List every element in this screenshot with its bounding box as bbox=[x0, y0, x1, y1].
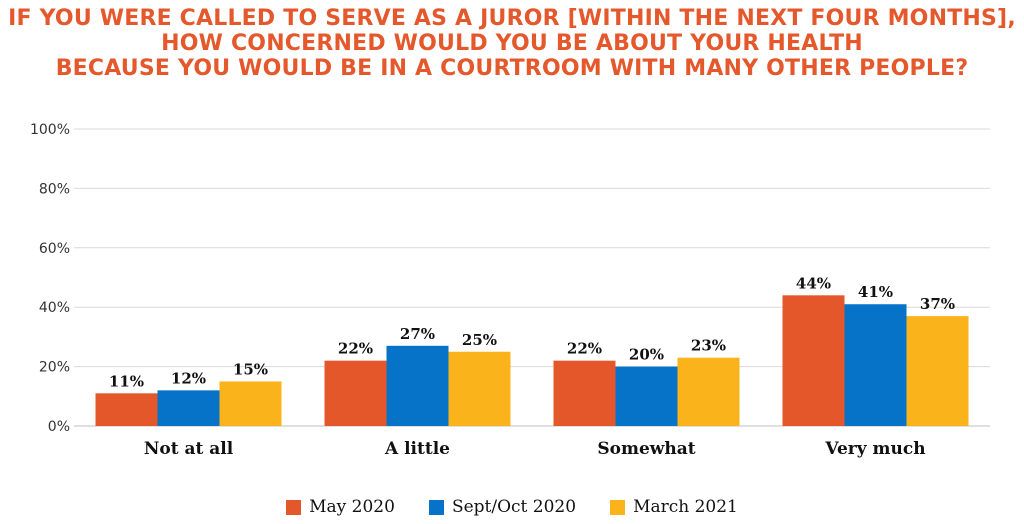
bar bbox=[324, 360, 387, 426]
legend: May 2020 Sept/Oct 2020 March 2021 bbox=[0, 497, 1024, 517]
data-label: 11% bbox=[109, 372, 144, 390]
data-label: 15% bbox=[233, 360, 268, 378]
legend-swatch bbox=[286, 499, 302, 515]
data-label: 20% bbox=[629, 346, 664, 364]
data-label: 22% bbox=[567, 340, 602, 358]
y-tick-label: 80% bbox=[39, 181, 70, 197]
chart-title: IF YOU WERE CALLED TO SERVE AS A JUROR [… bbox=[0, 6, 1024, 81]
title-line-2: HOW CONCERNED WOULD YOU BE ABOUT YOUR HE… bbox=[161, 31, 863, 56]
bar bbox=[553, 360, 616, 426]
data-label: 23% bbox=[691, 337, 726, 355]
title-line-3: BECAUSE YOU WOULD BE IN A COURTROOM WITH… bbox=[55, 56, 969, 81]
bar bbox=[615, 366, 678, 426]
data-label: 22% bbox=[338, 340, 373, 358]
x-tick-label: Very much bbox=[824, 439, 925, 459]
data-label: 12% bbox=[171, 369, 206, 387]
y-tick-label: 0% bbox=[48, 419, 70, 435]
x-tick-label: Somewhat bbox=[597, 439, 695, 459]
legend-label: March 2021 bbox=[633, 497, 738, 517]
x-tick-label: A little bbox=[384, 439, 450, 459]
legend-label: Sept/Oct 2020 bbox=[451, 497, 577, 517]
bar bbox=[95, 393, 158, 426]
y-tick-label: 40% bbox=[39, 300, 70, 316]
data-label: 37% bbox=[920, 295, 955, 313]
legend-item-may-2020: May 2020 bbox=[286, 497, 395, 517]
bar bbox=[219, 381, 282, 426]
legend-swatch bbox=[610, 499, 626, 515]
y-tick-label: 100% bbox=[30, 122, 70, 138]
data-label: 27% bbox=[400, 325, 435, 343]
data-label: 41% bbox=[858, 283, 893, 301]
data-label: 44% bbox=[796, 274, 831, 292]
bar bbox=[448, 351, 511, 426]
data-label: 25% bbox=[462, 331, 497, 349]
legend-swatch bbox=[428, 499, 444, 515]
y-tick-label: 20% bbox=[39, 360, 70, 376]
legend-item-sept-oct-2020: Sept/Oct 2020 bbox=[428, 497, 577, 517]
legend-item-march-2021: March 2021 bbox=[610, 497, 738, 517]
bar bbox=[844, 304, 907, 426]
bar bbox=[386, 345, 449, 426]
x-tick-label: Not at all bbox=[144, 439, 234, 459]
legend-label: May 2020 bbox=[309, 497, 395, 517]
bar bbox=[906, 316, 969, 426]
title-line-1: IF YOU WERE CALLED TO SERVE AS A JUROR [… bbox=[8, 6, 1016, 31]
y-tick-label: 60% bbox=[39, 241, 70, 257]
bar bbox=[782, 295, 845, 426]
bar bbox=[157, 390, 220, 426]
bar bbox=[677, 357, 740, 426]
